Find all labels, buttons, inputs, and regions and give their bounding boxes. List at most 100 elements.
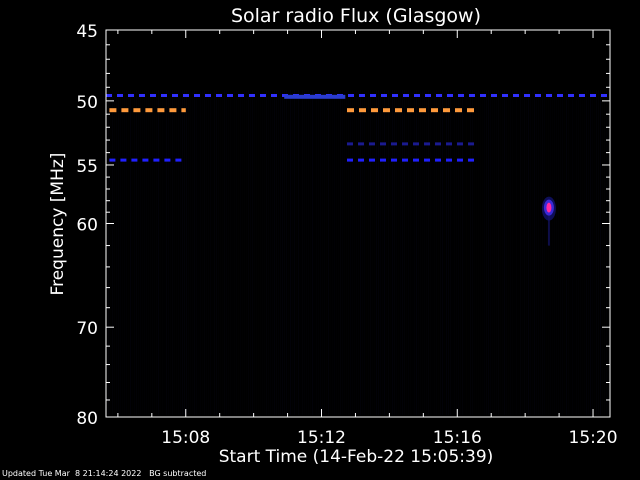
noise-streak — [146, 90, 147, 415]
noise-streak — [594, 90, 595, 415]
noise-streak — [438, 90, 439, 415]
band-dash — [145, 108, 153, 113]
band-dash — [513, 94, 519, 97]
band-segment — [284, 94, 346, 99]
noise-streak — [430, 90, 431, 415]
band-dash — [391, 142, 397, 146]
noise-streak — [538, 90, 539, 415]
noise-streak — [174, 90, 175, 415]
noise-streak — [308, 90, 309, 415]
band-dash — [109, 158, 116, 162]
noise-streak — [574, 90, 575, 415]
noise-streak — [172, 90, 173, 415]
noise-streak — [464, 90, 465, 415]
noise-streak — [434, 90, 435, 415]
noise-streak — [570, 90, 571, 415]
noise-streak — [352, 90, 353, 415]
noise-streak — [200, 90, 201, 415]
band-dash — [383, 108, 390, 113]
noise-streak — [436, 90, 437, 415]
noise-streak — [480, 90, 481, 415]
chart-title: Solar radio Flux (Glasgow) — [231, 5, 481, 27]
noise-streak — [558, 90, 559, 415]
band-dash — [435, 142, 441, 146]
band-dash — [131, 158, 138, 162]
noise-streak — [576, 90, 577, 415]
band-dash — [128, 94, 134, 97]
noise-streak — [144, 90, 145, 415]
noise-streak — [500, 90, 501, 415]
band-dash — [392, 94, 398, 97]
noise-streak — [298, 90, 299, 415]
noise-streak — [334, 90, 335, 415]
noise-streak — [234, 90, 235, 415]
noise-streak — [130, 90, 131, 415]
noise-streak — [356, 90, 357, 415]
noise-streak — [230, 90, 231, 415]
background-note: BG subtracted — [149, 469, 207, 478]
noise-streak — [572, 90, 573, 415]
band-dash — [590, 94, 596, 97]
noise-streak — [306, 90, 307, 415]
noise-streak — [598, 90, 599, 415]
band-dash — [120, 158, 127, 162]
noise-streak — [166, 90, 167, 415]
noise-streak — [360, 90, 361, 415]
noise-streak — [142, 90, 143, 415]
noise-streak — [354, 90, 355, 415]
noise-streak — [380, 90, 381, 415]
burst-tail — [547, 215, 550, 246]
noise-streak — [580, 90, 581, 415]
band-dash — [161, 94, 167, 97]
noise-streak — [586, 90, 587, 415]
noise-streak — [590, 90, 591, 415]
noise-streak — [346, 90, 347, 415]
noise-streak — [544, 90, 545, 415]
noise-streak — [264, 90, 265, 415]
noise-streak — [488, 90, 489, 415]
noise-streak — [520, 90, 521, 415]
noise-streak — [134, 90, 135, 415]
noise-streak — [152, 90, 153, 415]
band-dash — [133, 108, 141, 113]
noise-streak — [240, 90, 241, 415]
noise-streak — [292, 90, 293, 415]
band-dash — [157, 108, 165, 113]
noise-streak — [258, 90, 259, 415]
band-dash — [175, 158, 182, 162]
noise-streak — [192, 90, 193, 415]
noise-streak — [124, 90, 125, 415]
noise-streak — [272, 90, 273, 415]
noise-streak — [494, 90, 495, 415]
footer: Updated Tue Mar 8 21:14:24 2022 BG subtr… — [2, 469, 206, 478]
noise-streak — [468, 90, 469, 415]
band-dash — [153, 158, 160, 162]
noise-streak — [224, 90, 225, 415]
noise-streak — [398, 90, 399, 415]
noise-streak — [502, 90, 503, 415]
y-tick-label: 80 — [76, 409, 98, 429]
x-tick-label: 15:12 — [297, 428, 346, 448]
band-dash — [369, 142, 375, 146]
noise-streak — [284, 90, 285, 415]
noise-streak — [226, 90, 227, 415]
noise-streak — [456, 90, 457, 415]
noise-streak — [296, 90, 297, 415]
noise-streak — [118, 90, 119, 415]
band-dash — [205, 94, 211, 97]
noise-streak — [416, 90, 417, 415]
y-tick-label: 55 — [76, 157, 98, 177]
noise-streak — [378, 90, 379, 415]
noise-streak — [248, 90, 249, 415]
noise-streak — [412, 90, 413, 415]
band-dash — [413, 158, 419, 162]
band-dash — [447, 94, 453, 97]
noise-streak — [330, 90, 331, 415]
noise-streak — [486, 90, 487, 415]
x-axis-label: Start Time (14-Feb-22 15:05:39) — [219, 447, 494, 467]
band-dash — [260, 94, 266, 97]
noise-streak — [524, 90, 525, 415]
band-dash — [502, 94, 508, 97]
noise-streak — [140, 90, 141, 415]
